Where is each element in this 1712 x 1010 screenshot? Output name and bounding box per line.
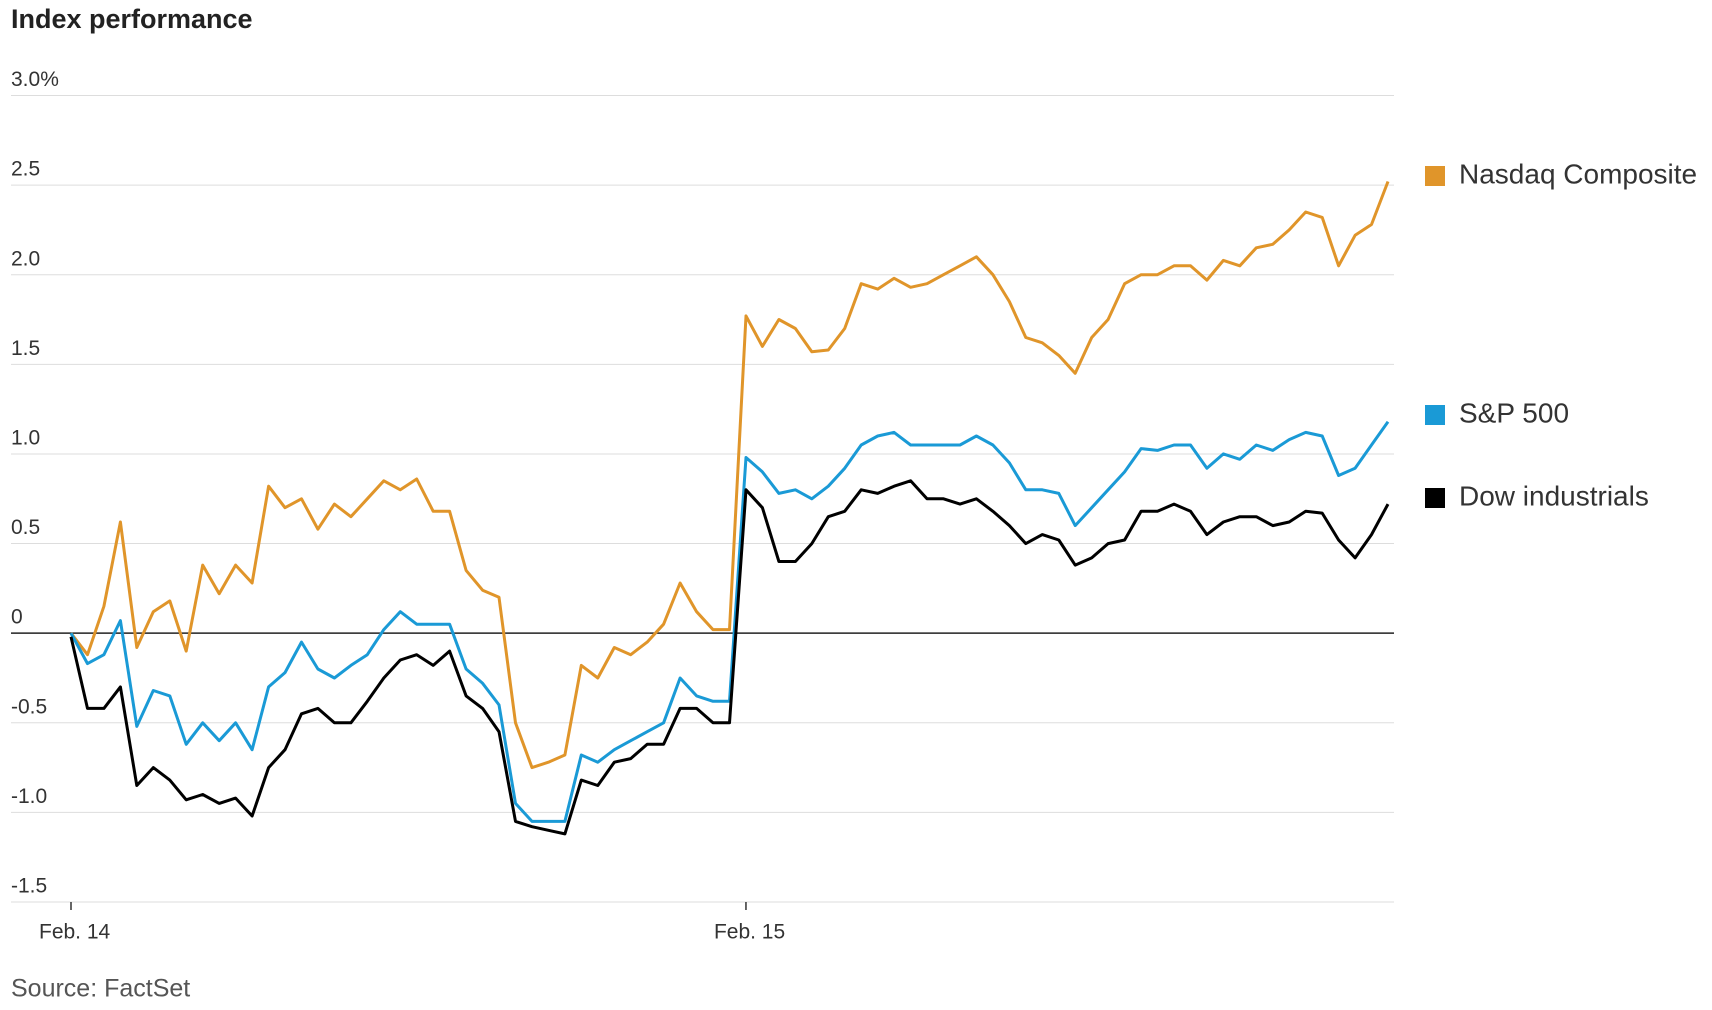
- chart-title: Index performance: [11, 4, 253, 34]
- legend-label: Dow industrials: [1459, 480, 1649, 511]
- y-tick-label: 2.5: [11, 158, 40, 181]
- source: Source: FactSet: [11, 975, 190, 1003]
- legend-swatch: [1425, 405, 1445, 425]
- x-tick-label: Feb. 15: [714, 921, 785, 944]
- y-tick-label: -1.0: [11, 785, 47, 808]
- y-tick-label: -0.5: [11, 695, 47, 718]
- legend-label: Nasdaq Composite: [1459, 158, 1697, 189]
- line: [69, 180, 1390, 770]
- line: [69, 420, 1390, 823]
- y-tick-label: -1.5: [11, 875, 47, 898]
- y-tick-label: 3.0%: [11, 68, 59, 91]
- y-tick-label: 1.0: [11, 426, 40, 449]
- legend-swatch: [1425, 488, 1445, 508]
- legend-label: S&P 500: [1459, 397, 1569, 428]
- line: [69, 479, 1390, 836]
- y-tick-label: 0.5: [11, 516, 40, 539]
- x-tick-label: Feb. 14: [39, 921, 111, 944]
- y-tick-label: 0: [11, 606, 23, 629]
- y-tick-label: 1.5: [11, 337, 40, 360]
- y-tick-label: 2.0: [11, 247, 40, 270]
- legend-swatch: [1425, 166, 1445, 186]
